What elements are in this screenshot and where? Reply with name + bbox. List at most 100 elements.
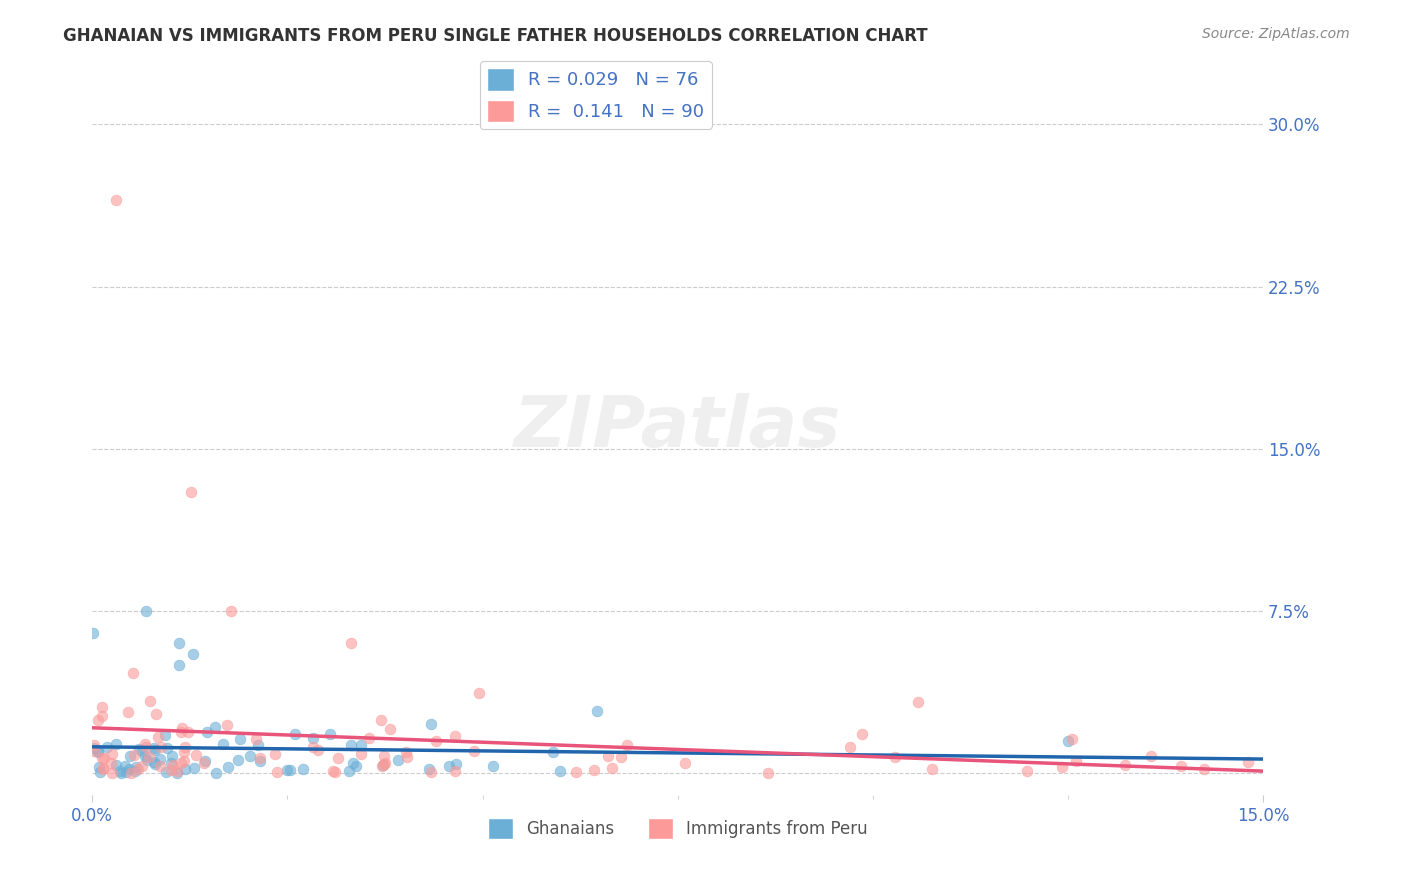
- Point: [143, 756, 166, 771]
- Point: [217, 718, 239, 732]
- Point: [249, 754, 271, 768]
- Point: [149, 752, 172, 766]
- Point: [266, 765, 288, 780]
- Point: [131, 744, 153, 758]
- Point: [444, 729, 467, 743]
- Point: [350, 747, 373, 761]
- Point: [83, 739, 105, 753]
- Point: [673, 756, 696, 771]
- Point: [378, 723, 401, 737]
- Point: [217, 760, 239, 774]
- Point: [82, 625, 104, 640]
- Point: [839, 740, 862, 755]
- Point: [173, 762, 195, 776]
- Point: [284, 727, 307, 741]
- Point: [162, 757, 184, 772]
- Point: [212, 737, 235, 751]
- Point: [155, 764, 177, 779]
- Point: [120, 765, 142, 780]
- Point: [596, 749, 619, 764]
- Point: [89, 759, 111, 773]
- Point: [87, 745, 110, 759]
- Point: [548, 764, 571, 778]
- Point: [1114, 757, 1136, 772]
- Point: [90, 699, 112, 714]
- Point: [101, 765, 124, 780]
- Point: [193, 756, 215, 771]
- Point: [463, 744, 485, 758]
- Point: [851, 727, 873, 741]
- Point: [1192, 763, 1215, 777]
- Point: [135, 753, 157, 767]
- Point: [326, 751, 349, 765]
- Point: [1237, 755, 1260, 769]
- Text: ZIPatlas: ZIPatlas: [515, 392, 841, 462]
- Point: [907, 695, 929, 709]
- Point: [100, 756, 122, 770]
- Point: [756, 765, 779, 780]
- Point: [139, 694, 162, 708]
- Point: [600, 761, 623, 775]
- Point: [143, 741, 166, 756]
- Point: [280, 763, 302, 777]
- Point: [142, 755, 165, 769]
- Point: [437, 759, 460, 773]
- Point: [166, 764, 188, 778]
- Point: [166, 765, 188, 780]
- Point: [174, 740, 197, 755]
- Point: [150, 739, 173, 754]
- Point: [180, 485, 202, 500]
- Point: [249, 750, 271, 764]
- Point: [239, 748, 262, 763]
- Point: [337, 764, 360, 778]
- Point: [177, 724, 200, 739]
- Point: [173, 754, 195, 768]
- Point: [143, 743, 166, 757]
- Point: [167, 636, 190, 650]
- Point: [104, 758, 127, 772]
- Point: [565, 764, 588, 779]
- Point: [118, 749, 141, 764]
- Point: [921, 762, 943, 776]
- Point: [350, 738, 373, 752]
- Point: [609, 749, 631, 764]
- Point: [1017, 764, 1039, 779]
- Point: [104, 737, 127, 751]
- Point: [183, 761, 205, 775]
- Point: [221, 604, 243, 618]
- Point: [1140, 748, 1163, 763]
- Point: [344, 759, 367, 773]
- Point: [91, 761, 114, 775]
- Point: [121, 666, 143, 681]
- Point: [160, 756, 183, 771]
- Point: [195, 725, 218, 739]
- Point: [134, 748, 156, 763]
- Point: [115, 764, 138, 779]
- Point: [87, 743, 110, 757]
- Point: [443, 764, 465, 779]
- Point: [146, 731, 169, 745]
- Point: [114, 759, 136, 773]
- Point: [264, 747, 287, 762]
- Point: [301, 731, 323, 745]
- Point: [373, 757, 395, 772]
- Point: [276, 763, 298, 777]
- Point: [582, 763, 605, 777]
- Point: [396, 750, 419, 764]
- Point: [883, 750, 905, 764]
- Point: [342, 756, 364, 771]
- Point: [91, 762, 114, 776]
- Point: [229, 731, 252, 746]
- Legend: Ghanaians, Immigrants from Peru: Ghanaians, Immigrants from Peru: [481, 812, 875, 846]
- Point: [395, 745, 418, 759]
- Point: [467, 685, 489, 699]
- Point: [370, 713, 392, 727]
- Point: [319, 727, 342, 741]
- Point: [173, 746, 195, 760]
- Point: [481, 759, 503, 773]
- Point: [226, 753, 249, 767]
- Point: [323, 765, 346, 780]
- Point: [145, 706, 167, 721]
- Point: [127, 762, 149, 776]
- Point: [340, 738, 363, 752]
